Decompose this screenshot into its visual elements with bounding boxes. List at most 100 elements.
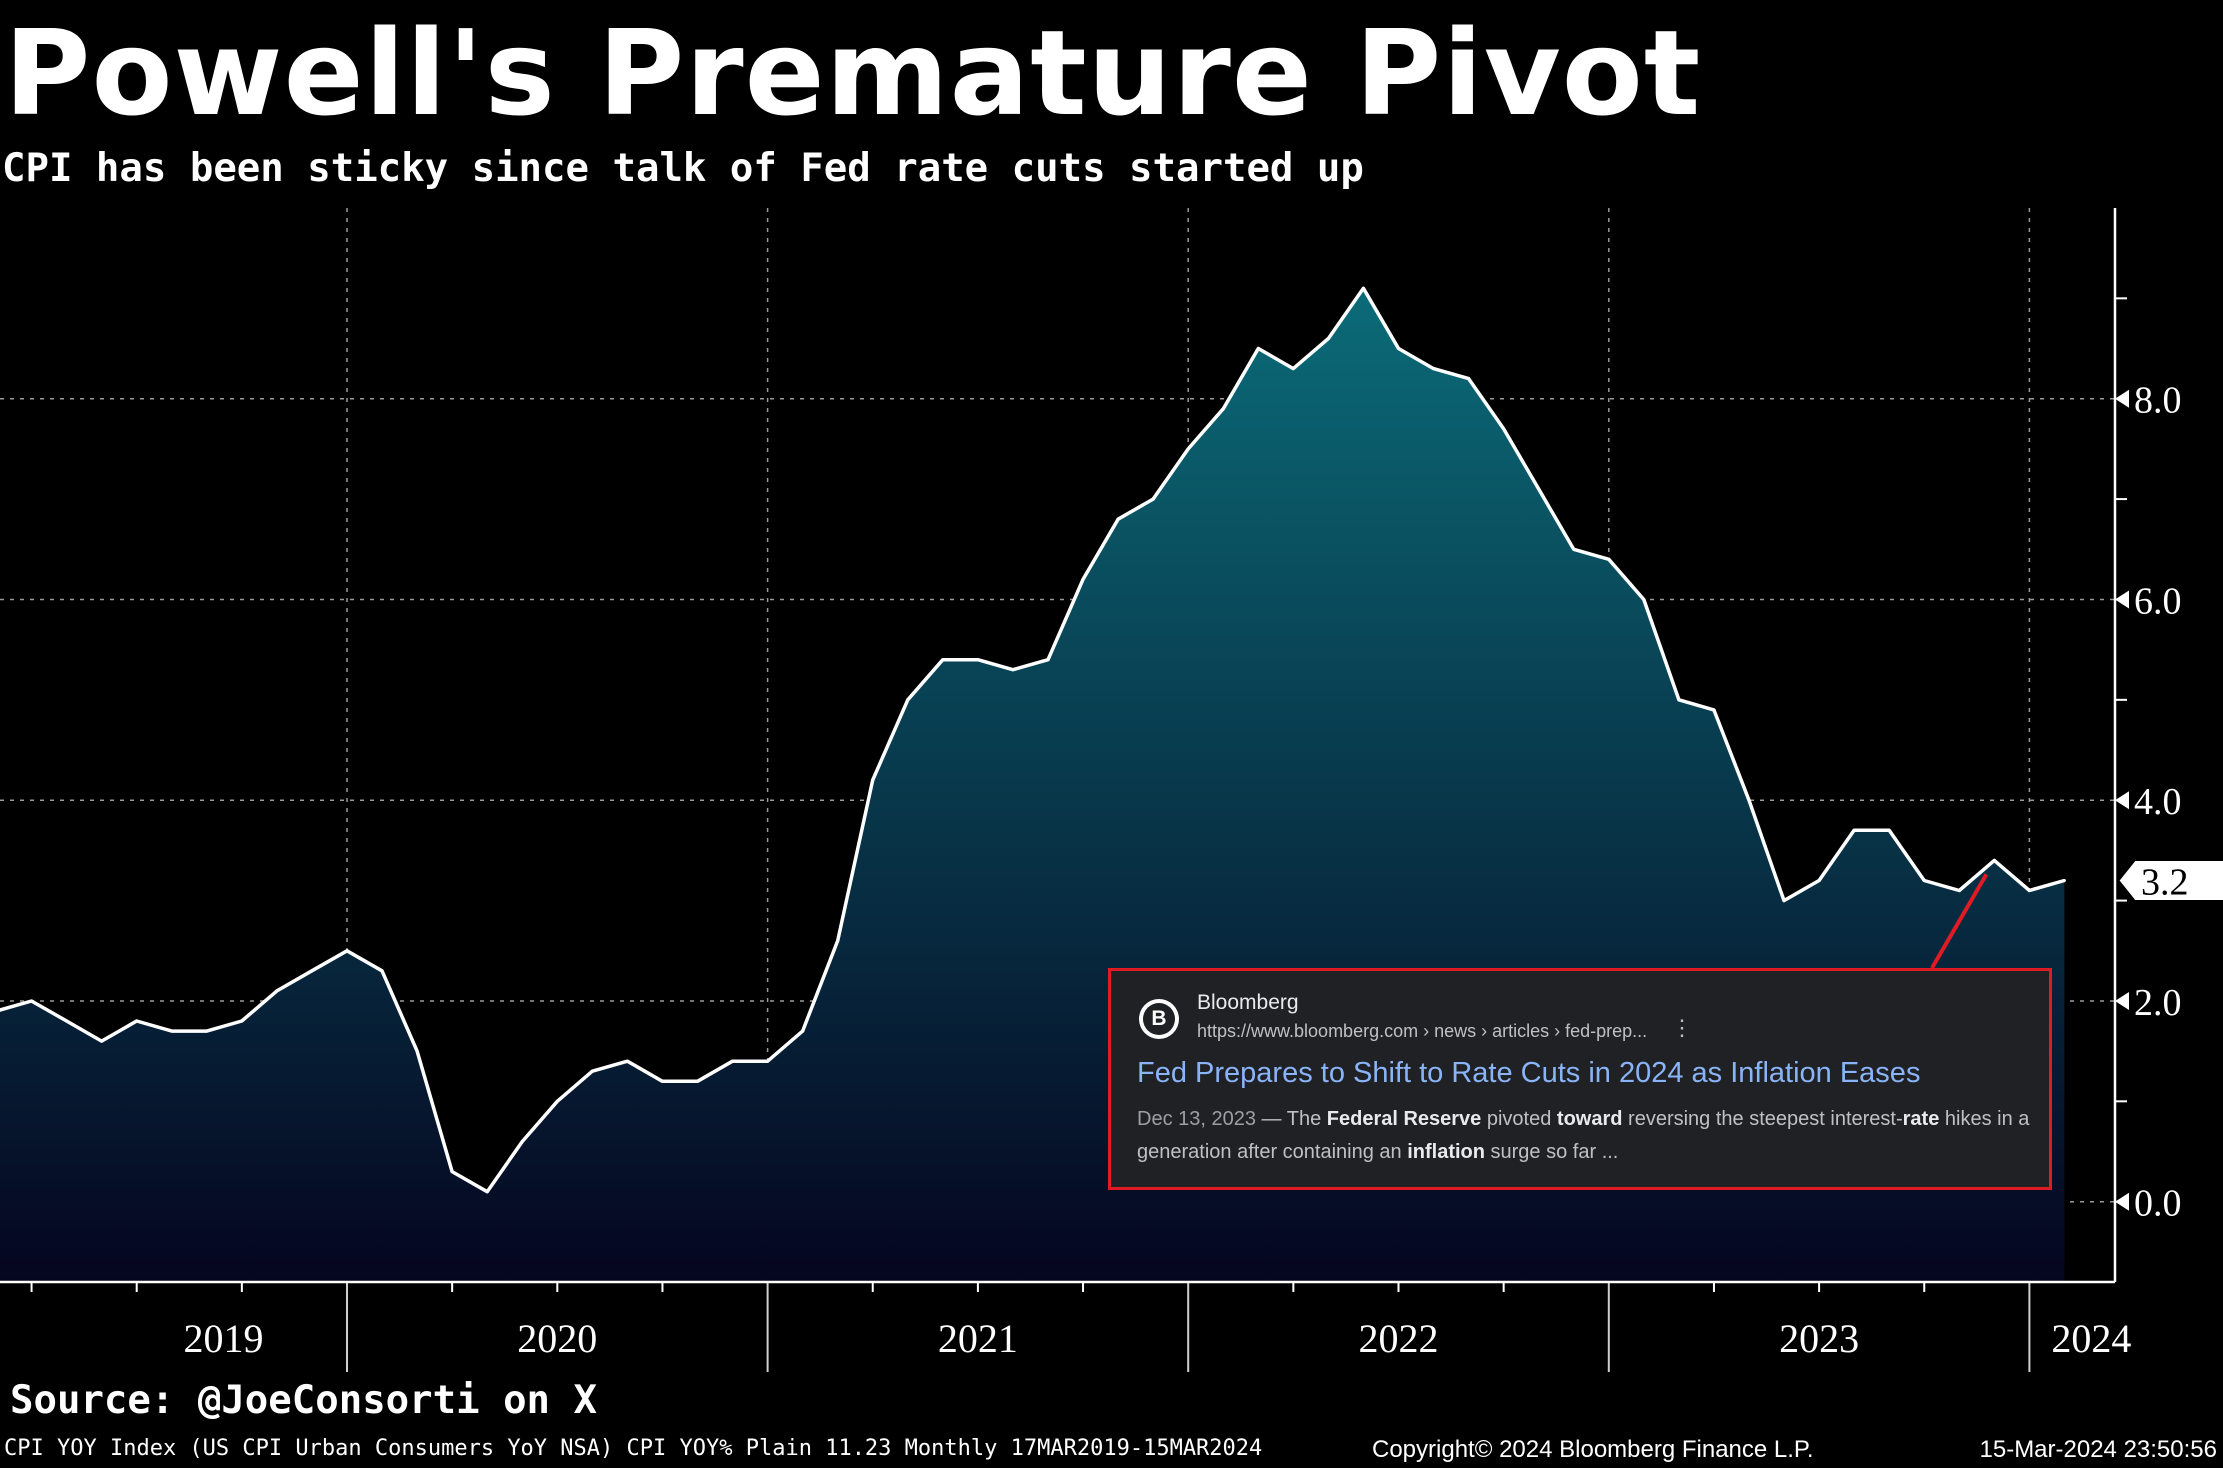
data-point: [1747, 798, 1751, 802]
data-point: [415, 1049, 419, 1053]
data-point: [1537, 487, 1541, 491]
snippet-bold-term: rate: [1902, 1108, 1940, 1130]
y-tick-label: 8.0: [2134, 380, 2182, 422]
data-point: [1887, 828, 1891, 832]
more-vert-icon[interactable]: ⋮: [1671, 1015, 1693, 1040]
y-tick-label: 6.0: [2134, 580, 2182, 622]
result-site-name[interactable]: Bloomberg: [1197, 991, 1299, 1014]
result-date: Dec 13, 2023: [1137, 1108, 1256, 1130]
data-point: [310, 969, 314, 973]
snippet-bold-term: Federal Reserve: [1326, 1108, 1482, 1130]
data-point: [1186, 447, 1190, 451]
favicon-letter: B: [1143, 1003, 1175, 1035]
data-point: [2027, 889, 2031, 892]
data-point: [1291, 367, 1295, 371]
snippet-text-run: surge so far ...: [1484, 1141, 1619, 1163]
data-point: [1852, 828, 1856, 832]
data-point: [836, 939, 840, 943]
x-tick-label: 2023: [1779, 1316, 1859, 1361]
snippet-text-run: pivoted: [1481, 1108, 1557, 1130]
data-point: [1046, 658, 1050, 662]
data-point: [520, 1140, 524, 1143]
axes: 8.0 6.0 4.0 2.0 0.0 2019 2020 2021 2022 2023 2024 3…: [0, 208, 2223, 1372]
footer-series-info: CPI YOY Index (US CPI Urban Consumers Yo…: [4, 1436, 1263, 1461]
y-tick-marker: [2115, 791, 2129, 810]
data-point: [485, 1190, 489, 1194]
data-point: [240, 1019, 244, 1023]
x-tick-label: 2024: [2051, 1316, 2131, 1361]
data-point: [135, 1019, 139, 1023]
snippet-text-run: — The: [1255, 1108, 1327, 1130]
data-point: [65, 1019, 69, 1023]
data-point: [976, 658, 980, 662]
data-point: [1081, 577, 1085, 581]
data-point: [1782, 899, 1786, 903]
data-point: [1922, 879, 1926, 882]
data-point: [731, 1059, 734, 1063]
result-url[interactable]: https://www.bloomberg.com › news › artic…: [1197, 1021, 1648, 1041]
y-tick-label: 4.0: [2134, 781, 2182, 823]
data-point: [1116, 517, 1120, 521]
chart-title: Powell's Premature Pivot: [4, 4, 1702, 142]
cpi-series-line: [0, 286, 2065, 1194]
data-point: [205, 1029, 209, 1033]
data-point: [1432, 367, 1435, 371]
y-tick-marker: [2115, 1192, 2129, 1211]
result-headline-link[interactable]: Fed Prepares to Shift to Rate Cuts in 20…: [1137, 1057, 1921, 1089]
snippet-text-run: reversing the steepest interest-: [1622, 1108, 1903, 1130]
data-point: [1397, 347, 1400, 350]
chart-subtitle: CPI has been sticky since talk of Fed ra…: [2, 146, 1364, 191]
data-point: [1221, 407, 1225, 411]
data-point: [871, 778, 875, 782]
y-tick-marker: [2115, 991, 2129, 1010]
data-point: [1957, 889, 1961, 892]
data-point: [345, 949, 349, 953]
data-point: [1151, 497, 1155, 501]
last-value-label: 3.2: [2141, 862, 2189, 904]
data-point: [100, 1039, 104, 1043]
data-point: [1817, 879, 1821, 882]
data-point: [30, 999, 33, 1003]
y-tick-label: 0.0: [2134, 1183, 2182, 1225]
footer-timestamp: 15-Mar-2024 23:50:56: [1979, 1436, 2218, 1463]
data-point: [1256, 347, 1260, 350]
x-tick-label: 2020: [517, 1316, 597, 1361]
data-point: [696, 1079, 699, 1083]
data-point: [1011, 668, 1015, 672]
data-point: [1992, 858, 1996, 862]
y-tick-marker: [2115, 590, 2129, 609]
data-point: [1326, 337, 1330, 340]
snippet-bold-term: inflation: [1407, 1141, 1485, 1163]
data-point: [941, 658, 945, 662]
x-tick-label: 2022: [1359, 1316, 1439, 1361]
bloomberg-favicon-icon: B: [1139, 999, 1179, 1039]
data-point: [590, 1069, 594, 1073]
data-point: [1502, 427, 1506, 431]
data-point: [1642, 598, 1646, 601]
footer-copyright: Copyright© 2024 Bloomberg Finance L.P.: [1372, 1436, 1814, 1463]
data-point: [1572, 547, 1576, 551]
source-credit: Source: @JoeConsorti on X: [10, 1378, 597, 1423]
data-points: [30, 286, 2066, 1194]
data-point: [275, 989, 279, 993]
data-point: [1677, 698, 1681, 702]
data-point: [450, 1170, 454, 1174]
data-point: [1607, 557, 1611, 561]
y-tick-label: 2.0: [2134, 982, 2182, 1024]
data-point: [906, 698, 910, 702]
data-point: [555, 1099, 559, 1103]
data-point: [801, 1029, 805, 1033]
search-result-card[interactable]: B Bloomberg https://www.bloomberg.com › …: [1108, 968, 2052, 1190]
x-tick-label: 2021: [938, 1316, 1018, 1361]
x-tick-label: 2019: [184, 1316, 264, 1361]
result-snippet-text: — The Federal Reserve pivoted toward rev…: [1137, 1108, 2029, 1163]
data-point: [625, 1059, 629, 1063]
result-snippet: Dec 13, 2023 — The Federal Reserve pivot…: [1137, 1103, 2037, 1169]
annotation-pointer-line: [1930, 873, 1989, 970]
data-point: [380, 969, 384, 973]
data-point: [170, 1029, 174, 1033]
data-point: [1361, 286, 1365, 290]
data-point: [660, 1079, 664, 1083]
data-point: [2062, 879, 2066, 882]
